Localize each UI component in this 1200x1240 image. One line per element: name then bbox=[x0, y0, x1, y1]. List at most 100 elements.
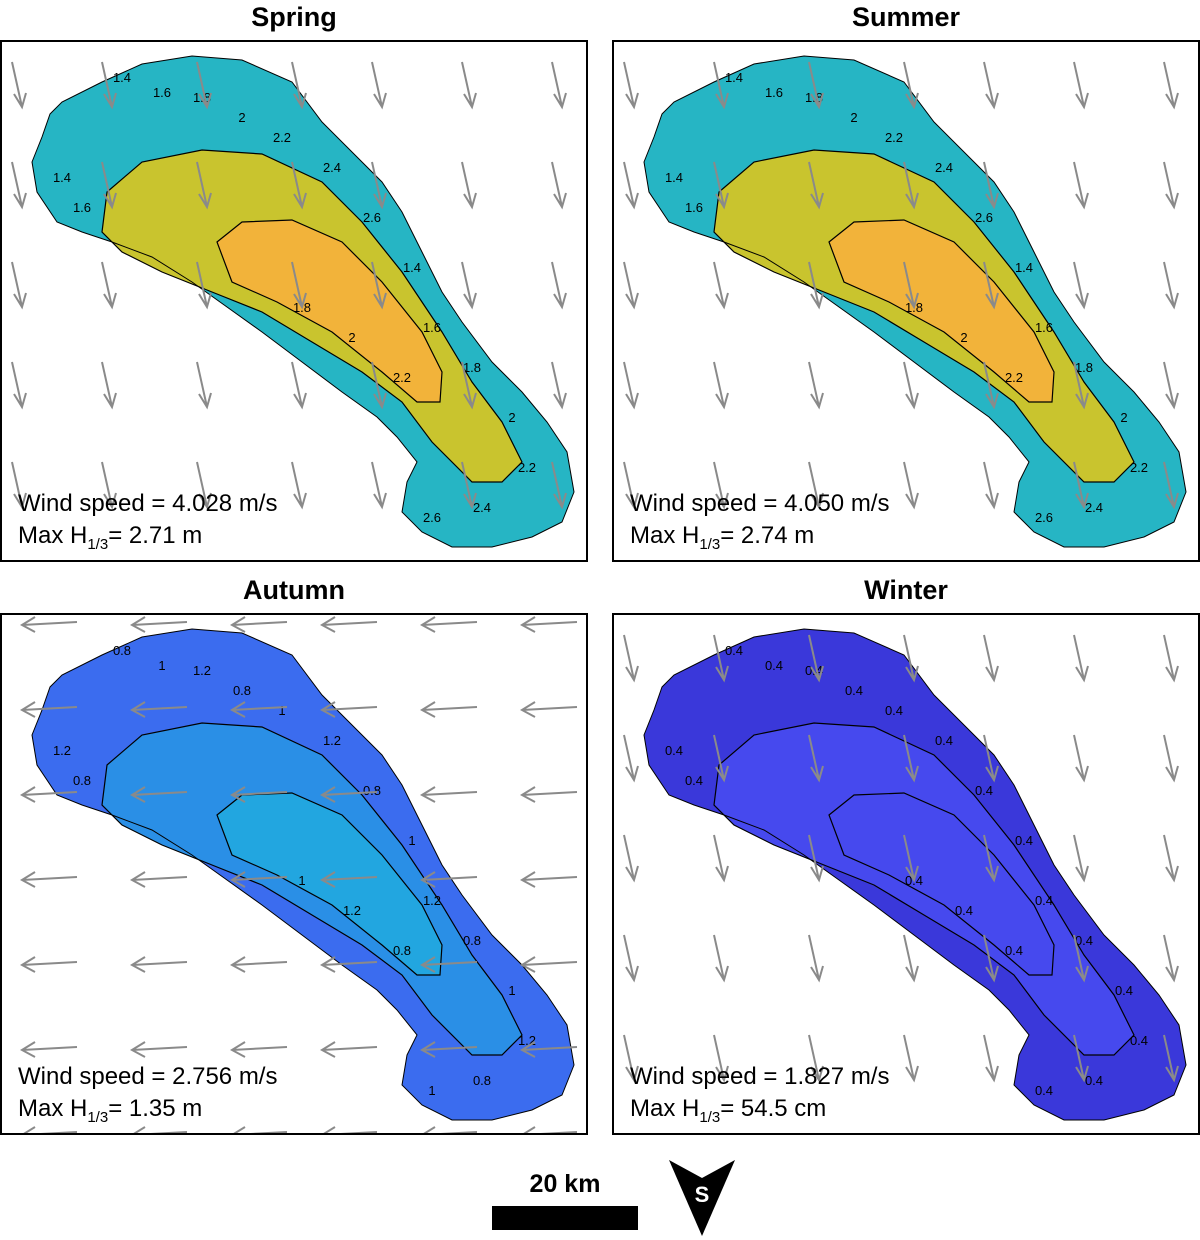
contour-label: 2 bbox=[508, 410, 515, 425]
wind-arrow-icon bbox=[808, 161, 824, 210]
info-spring: Wind speed = 4.028 m/s Max H1/3= 2.71 m bbox=[18, 488, 277, 560]
wind-arrow-icon bbox=[808, 734, 824, 783]
wind-arrow-icon bbox=[196, 161, 212, 210]
wind-arrow-icon bbox=[371, 461, 387, 510]
wind-arrow-icon bbox=[623, 61, 639, 110]
contour-label: 0.4 bbox=[1035, 1083, 1053, 1098]
wind-arrow-icon bbox=[1073, 161, 1089, 210]
wind-arrow-icon bbox=[713, 461, 729, 510]
lake-outline bbox=[643, 628, 1187, 1121]
contour-label: 1.2 bbox=[193, 663, 211, 678]
contour-label: 0.8 bbox=[393, 943, 411, 958]
wind-arrow-icon bbox=[623, 461, 639, 510]
wind-arrow-icon bbox=[423, 1126, 478, 1133]
lake-core-band bbox=[828, 219, 1055, 403]
wind-arrows bbox=[623, 61, 1179, 510]
wind-arrow-icon bbox=[903, 461, 919, 510]
wind-arrow-icon bbox=[1163, 634, 1179, 683]
wind-arrow-icon bbox=[1163, 934, 1179, 983]
wind-arrow-icon bbox=[461, 361, 477, 410]
wind-arrow-icon bbox=[983, 361, 999, 410]
wind-arrow-icon bbox=[983, 461, 999, 510]
wind-arrow-icon bbox=[419, 786, 478, 803]
wind-arrow-icon bbox=[808, 834, 824, 883]
wind-arrow-icon bbox=[519, 616, 578, 633]
contour-label: 2.2 bbox=[1130, 460, 1148, 475]
panel-title-winter: Winter bbox=[864, 575, 948, 605]
wind-arrow-icon bbox=[129, 871, 188, 888]
contour-label: 0.4 bbox=[885, 703, 903, 718]
info-summer: Wind speed = 4.050 m/s Max H1/3= 2.74 m bbox=[630, 488, 890, 560]
wind-arrow-icon bbox=[519, 701, 578, 718]
wave-map-winter: 0.40.4 0.40.40.40.40.40.40.40.40.40.40.40… bbox=[623, 628, 1187, 1121]
contour-label: 2.6 bbox=[423, 510, 441, 525]
wind-arrow-icon bbox=[291, 461, 307, 510]
panel-title-summer: Summer bbox=[851, 2, 961, 32]
wind-arrow-icon bbox=[623, 361, 639, 410]
wind-arrow-icon bbox=[19, 956, 78, 973]
compass-letter: S bbox=[695, 1182, 710, 1207]
contour-label: 1.8 bbox=[1075, 360, 1093, 375]
wind-arrow-icon bbox=[623, 261, 639, 310]
contour-label: 2.2 bbox=[1005, 370, 1023, 385]
contour-label: 1.6 bbox=[423, 320, 441, 335]
wind-arrow-icon bbox=[19, 871, 78, 888]
wind-arrow-icon bbox=[1073, 261, 1089, 310]
wind-arrow-icon bbox=[129, 616, 188, 633]
wind-arrow-icon bbox=[419, 956, 478, 973]
contour-label: 1.2 bbox=[343, 903, 361, 918]
wind-arrow-icon bbox=[291, 161, 307, 210]
wind-arrow-icon bbox=[101, 261, 117, 310]
wind-arrow-icon bbox=[713, 634, 729, 683]
contour-label: 0.4 bbox=[1115, 983, 1133, 998]
contour-label: 1.2 bbox=[423, 893, 441, 908]
wind-arrow-icon bbox=[983, 1034, 999, 1083]
wave-map-autumn: 0.81 1.20.811.20.811.20.811.20.811.20.811… bbox=[19, 616, 578, 1133]
wind-arrow-icon bbox=[551, 61, 567, 110]
contour-label: 2.6 bbox=[1035, 510, 1053, 525]
lake-outline bbox=[643, 55, 1187, 548]
wind-arrow-icon bbox=[19, 786, 78, 803]
wind-arrow-icon bbox=[519, 871, 578, 888]
contour-label: 0.4 bbox=[935, 733, 953, 748]
contour-label: 0.8 bbox=[363, 783, 381, 798]
wind-arrows bbox=[623, 634, 1179, 1083]
wind-arrow-icon bbox=[623, 734, 639, 783]
contour-label: 1.2 bbox=[323, 733, 341, 748]
wind-arrow-icon bbox=[461, 461, 477, 510]
wind-arrow-icon bbox=[713, 361, 729, 410]
contour-label: 2 bbox=[850, 110, 857, 125]
wind-arrow-icon bbox=[983, 834, 999, 883]
contour-label: 0.4 bbox=[1085, 1073, 1103, 1088]
wind-arrow-icon bbox=[101, 461, 117, 510]
contour-label: 1.8 bbox=[463, 360, 481, 375]
panel-title-autumn: Autumn bbox=[243, 575, 345, 605]
contour-label: 1.4 bbox=[725, 70, 743, 85]
contour-label: 1 bbox=[428, 1083, 435, 1098]
contour-label: 0.4 bbox=[1035, 893, 1053, 908]
contour-label: 1 bbox=[408, 833, 415, 848]
wind-arrow-icon bbox=[129, 956, 188, 973]
wind-arrow-icon bbox=[229, 786, 288, 803]
wind-arrow-icon bbox=[1073, 834, 1089, 883]
contour-label: 0.8 bbox=[73, 773, 91, 788]
wind-arrow-icon bbox=[623, 834, 639, 883]
lake-outline bbox=[31, 55, 575, 548]
contour-label: 1.6 bbox=[1035, 320, 1053, 335]
wind-arrow-icon bbox=[11, 161, 27, 210]
wind-speed-text: Wind speed = 4.050 m/s bbox=[630, 490, 890, 517]
wind-arrow-icon bbox=[233, 1126, 288, 1133]
wind-arrow-icon bbox=[903, 634, 919, 683]
wind-arrow-icon bbox=[196, 61, 212, 110]
contour-label: 1.4 bbox=[1015, 260, 1033, 275]
contour-label: 2 bbox=[960, 330, 967, 345]
wind-arrow-icon bbox=[713, 61, 729, 110]
contour-label: 2.6 bbox=[975, 210, 993, 225]
contour-label: 0.4 bbox=[845, 683, 863, 698]
scale-bar-label: 20 km bbox=[529, 1170, 601, 1198]
wind-arrow-icon bbox=[1073, 1034, 1089, 1083]
wind-arrow-icon bbox=[808, 634, 824, 683]
wind-arrow-icon bbox=[229, 616, 288, 633]
wind-arrow-icon bbox=[983, 261, 999, 310]
wind-arrow-icon bbox=[19, 616, 78, 633]
